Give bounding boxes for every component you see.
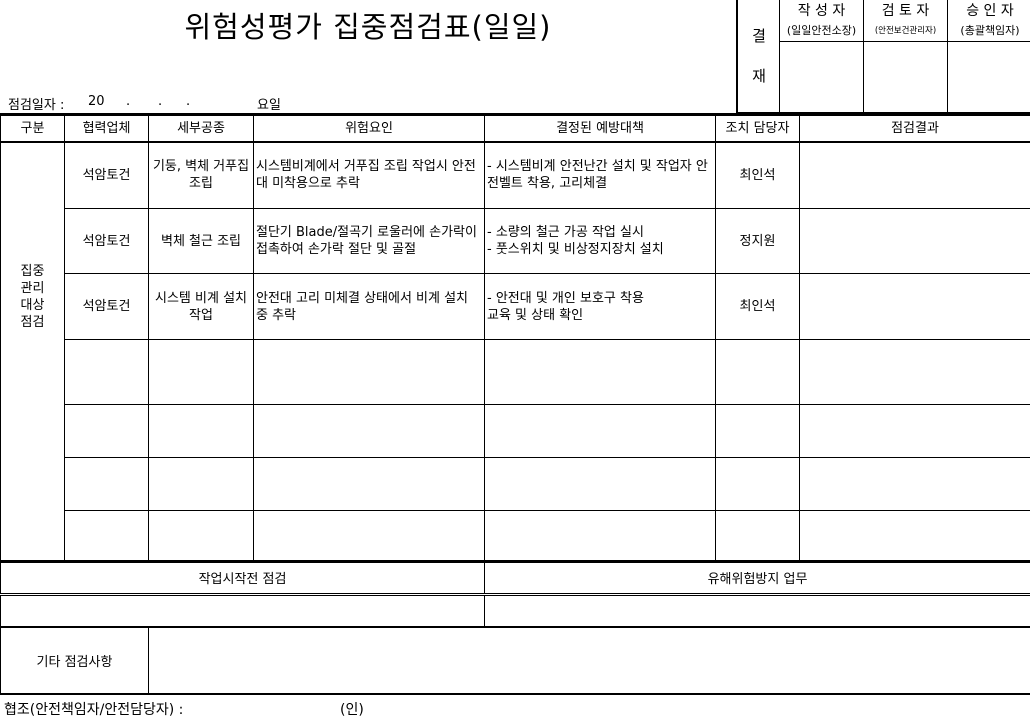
result-cell[interactable] [800, 405, 1030, 458]
harm-prevention-field[interactable] [485, 594, 1030, 626]
company-cell[interactable]: 석암토건 [65, 209, 149, 274]
header-cell: 조치 담당자 [716, 116, 800, 142]
person-cell[interactable] [716, 511, 800, 563]
header-cell: 결정된 예방대책 [485, 116, 716, 142]
result-cell[interactable] [800, 458, 1030, 511]
company-cell[interactable] [65, 458, 149, 511]
company-cell[interactable]: 석암토건 [65, 274, 149, 340]
measure-cell[interactable] [485, 458, 716, 511]
other-section: 기타 점검사항 [0, 626, 1030, 694]
inspection-date-row: 점검일자 : 20 . . . 요일 [0, 92, 736, 114]
result-cell[interactable] [800, 340, 1030, 405]
result-cell[interactable] [800, 274, 1030, 340]
result-cell[interactable] [800, 142, 1030, 209]
role-title: 작 성 자 [780, 0, 863, 20]
person-cell[interactable]: 정지원 [716, 209, 800, 274]
measure-cell[interactable]: - 소량의 철근 가공 작업 실시 - 풋스위치 및 비상정지장치 설치 [485, 209, 716, 274]
other-label: 기타 점검사항 [1, 627, 149, 693]
hazard-cell[interactable] [254, 340, 485, 405]
work-cell[interactable]: 기둥, 벽체 거푸집 조립 [149, 142, 254, 209]
header-cell: 협력업체 [65, 116, 149, 142]
hazard-cell[interactable]: 절단기 Blade/절곡기 로울러에 손가락이 접촉하여 손가락 절단 및 골절 [254, 209, 485, 274]
company-cell[interactable] [65, 511, 149, 563]
company-cell[interactable] [65, 340, 149, 405]
person-cell[interactable] [716, 405, 800, 458]
person-cell[interactable]: 최인석 [716, 142, 800, 209]
company-cell[interactable]: 석암토건 [65, 142, 149, 209]
category-cell: 집중 관리 대상 점검 [1, 142, 65, 563]
work-cell[interactable] [149, 405, 254, 458]
hazard-cell[interactable] [254, 458, 485, 511]
role-sub: (일일안전소장) [780, 20, 863, 42]
pre-work-field[interactable] [1, 594, 485, 626]
approval-author[interactable]: 작 성 자 (일일안전소장) [779, 0, 863, 114]
weekday-label: 요일 [257, 94, 281, 113]
cooperation-label: 협조(안전책임자/안전담당자) : [4, 699, 183, 719]
pre-work-label: 작업시작전 점검 [1, 561, 485, 594]
page-title: 위험성평가 집중점검표(일일) [0, 4, 736, 46]
header-cell: 세부공종 [149, 116, 254, 142]
table-row [1, 511, 1030, 563]
measure-cell[interactable]: - 시스템비계 안전난간 설치 및 작업자 안전벨트 착용, 고리체결 [485, 142, 716, 209]
work-cell[interactable] [149, 511, 254, 563]
measure-cell[interactable]: - 안전대 및 개인 보호구 착용 교육 및 상태 확인 [485, 274, 716, 340]
header-cell: 위험요인 [254, 116, 485, 142]
other-field[interactable] [149, 627, 1030, 693]
hazard-cell[interactable]: 시스템비계에서 거푸집 조립 작업시 안전대 미착용으로 추락 [254, 142, 485, 209]
work-cell[interactable]: 벽체 철근 조립 [149, 209, 254, 274]
date-label: 점검일자 : [8, 94, 64, 113]
approval-label-bottom: 재 [738, 65, 780, 86]
date-year[interactable]: 20 [88, 94, 105, 109]
hazard-cell[interactable]: 안전대 고리 미체결 상태에서 비계 설치 중 추락 [254, 274, 485, 340]
bottom-section: 작업시작전 점검 유해위험방지 업무 [0, 560, 1030, 627]
work-cell[interactable] [149, 340, 254, 405]
date-sep: . [158, 94, 162, 109]
table-header: 구분 협력업체 세부공종 위험요인 결정된 예방대책 조치 담당자 점검결과 [1, 116, 1030, 142]
approval-box: 결 재 작 성 자 (일일안전소장) 검 토 자 (안전보건관리자) 승 인 자… [736, 0, 1030, 114]
person-cell[interactable] [716, 340, 800, 405]
header-cell: 구분 [1, 116, 65, 142]
work-cell[interactable]: 시스템 비계 설치 작업 [149, 274, 254, 340]
date-sep: . [126, 94, 130, 109]
hazard-cell[interactable] [254, 511, 485, 563]
role-title: 검 토 자 [864, 0, 947, 20]
footer-row: 협조(안전책임자/안전담당자) : (인) [0, 693, 1030, 718]
result-cell[interactable] [800, 511, 1030, 563]
role-sub: (안전보건관리자) [864, 20, 947, 42]
seal-label: (인) [340, 699, 364, 719]
approval-reviewer[interactable]: 검 토 자 (안전보건관리자) [863, 0, 947, 114]
measure-cell[interactable] [485, 405, 716, 458]
table-row [1, 340, 1030, 405]
header-cell: 점검결과 [800, 116, 1030, 142]
table-row [1, 458, 1030, 511]
approval-label-top: 결 [738, 25, 780, 46]
table-row [1, 405, 1030, 458]
work-cell[interactable] [149, 458, 254, 511]
hazard-cell[interactable] [254, 405, 485, 458]
person-cell[interactable]: 최인석 [716, 274, 800, 340]
role-title: 승 인 자 [948, 0, 1030, 20]
harm-prevention-label: 유해위험방지 업무 [485, 561, 1030, 594]
company-cell[interactable] [65, 405, 149, 458]
role-sub: (총괄책임자) [948, 20, 1030, 42]
person-cell[interactable] [716, 458, 800, 511]
measure-cell[interactable] [485, 340, 716, 405]
inspection-table: 구분 협력업체 세부공종 위험요인 결정된 예방대책 조치 담당자 점검결과 집… [0, 115, 1030, 563]
approval-approver[interactable]: 승 인 자 (총괄책임자) [947, 0, 1030, 114]
measure-cell[interactable] [485, 511, 716, 563]
date-sep: . [186, 94, 190, 109]
result-cell[interactable] [800, 209, 1030, 274]
